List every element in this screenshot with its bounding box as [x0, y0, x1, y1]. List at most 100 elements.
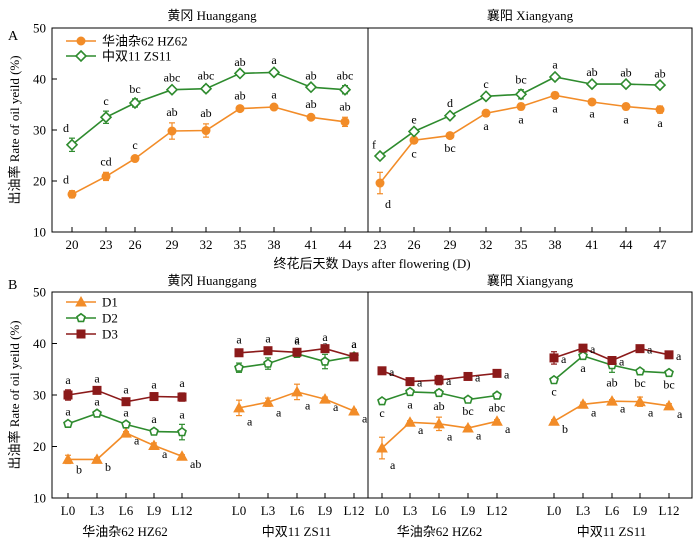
panel-a-x-tick-label: 23	[374, 237, 387, 252]
panel-b-d3-series-sig-label: a	[236, 333, 242, 347]
panel-a-green-series-sig-label: bc	[129, 82, 140, 96]
panel-a-green-series-point	[443, 109, 457, 122]
panel-b-d1-series-point	[120, 427, 132, 438]
panel-b-d1-series-sig-label: a	[620, 402, 626, 416]
panel-b-x-tick-label: L0	[375, 503, 389, 518]
panel-a-orange-series-point	[481, 108, 491, 118]
panel-b-d2-series-point	[664, 367, 674, 378]
panel-b-subplot-title: 黄冈 Huanggang	[167, 273, 257, 288]
panel-a-orange-series-sig-label: cd	[100, 154, 111, 168]
panel-a-orange-series-point	[587, 97, 597, 107]
panel-b-d2-series-sig-label: bc	[462, 404, 473, 418]
legend-marker-orange	[76, 36, 86, 46]
legend-label: D1	[102, 295, 118, 310]
panel-b-d3-series-point	[234, 348, 244, 358]
panel-a-orange-series-sig-label: a	[483, 119, 489, 133]
panel-a-letter: A	[8, 29, 19, 44]
legend-label: D3	[102, 327, 118, 342]
panel-a-x-tick-label: 32	[480, 237, 493, 252]
panel-b-y-axis-tick-label: 40	[33, 336, 46, 351]
panel-a-y-axis-tick-label: 30	[33, 123, 46, 138]
panel-a-orange-series-point	[550, 90, 560, 100]
panel-a-orange-series-point	[621, 102, 631, 112]
panel-a-orange-series-sig-label: d	[63, 173, 69, 187]
panel-a-subplot-title: 黄冈 Huanggang	[167, 8, 257, 23]
panel-b-d1-series-point	[376, 442, 388, 453]
panel-b-x-tick-label: L9	[147, 503, 161, 518]
panel-b-d1-series-sig-label: a	[162, 447, 168, 461]
panel-b-d1-series-point	[262, 396, 274, 407]
panel-b-group-label: 华油杂62 HZ62	[82, 524, 168, 539]
panel-b-d1-series-point	[462, 421, 474, 433]
panel-b-d1-series-point	[91, 453, 103, 464]
panel-a-green-series-sig-label: d	[63, 121, 69, 135]
panel-b-y-axis-tick-label: 30	[33, 388, 46, 403]
panel-a-orange-series-sig-label: a	[657, 116, 663, 130]
panel-a-orange-series-sig-label: c	[132, 138, 137, 152]
panel-b-d2-series-sig-label: bc	[663, 377, 674, 391]
panel-b-d1-series-point	[148, 439, 160, 450]
panel-a-x-tick-label: 29	[444, 237, 457, 252]
panel-b-d1-series-sig-label: a	[677, 407, 683, 421]
panel-a-orange-series-point	[101, 171, 111, 181]
panel-b: B 10 20 30 40 50 出油率 Rate of oil yeild (%) 黄冈 H…	[7, 273, 693, 539]
panel-b-d2-series-sig-label: c	[379, 406, 384, 420]
panel-a-x-tick-label: 20	[66, 237, 79, 252]
panel-b-d3-series-sig-label: a	[179, 376, 185, 390]
panel-a-green-series-sig-label: ab	[305, 69, 316, 83]
panel-a-orange-series-sig-label: bc	[444, 141, 455, 155]
panel-b-x-tick-label: L12	[487, 503, 508, 518]
panel-b-d2-series-point	[405, 386, 415, 397]
panel-b-d1-series-sig-label: a	[134, 434, 140, 448]
panel-a-green-series-sig-label: ab	[654, 67, 665, 81]
panel-b-d3-series-point	[320, 344, 330, 354]
panel-b-x-tick-label: L0	[547, 503, 561, 518]
panel-a-green-series-point	[267, 66, 281, 79]
panel-a-y-axis-tick-label: 40	[33, 72, 46, 87]
panel-b-x-tick-label: L6	[290, 503, 305, 518]
panel-a-green-series-point	[165, 83, 179, 96]
panel-b-d2-series-sig-label: a	[123, 405, 129, 419]
panel-b-d1-series-sig-label: a	[476, 429, 482, 443]
panel-b-d2-series-point	[234, 362, 244, 372]
panel-b-d1-series-point	[491, 415, 503, 426]
panel-b-x-tick-label: L6	[119, 503, 134, 518]
panel-b-d3-series-sig-label: a	[417, 376, 423, 390]
panel-b-d2-series-point	[635, 366, 645, 376]
panel-b-d2-series-sig-label: abc	[489, 401, 506, 415]
panel-b-d2-series-sig-label: c	[551, 385, 556, 399]
panel-b-d3-series-point	[177, 392, 187, 402]
panel-a-orange-series-sig-label: a	[518, 113, 524, 127]
panel-a-green-series-sig-label: e	[411, 112, 416, 126]
panel-a-orange-series-point	[201, 126, 211, 136]
panel-b-d1-series-point	[62, 453, 74, 464]
panel-a-orange-series-point	[167, 126, 177, 136]
panel-b-d1-series-sig-label: a	[305, 399, 311, 413]
panel-a-y-axis-tick-label: 10	[33, 225, 46, 240]
panel-b-d3-series-point	[292, 347, 302, 357]
panel-a-orange-series-sig-label: a	[552, 101, 558, 115]
panel-a-green-series-point	[548, 70, 562, 84]
panel-b-d1-series-sig-label: b	[76, 462, 82, 476]
panel-b-d1-series-point	[548, 415, 560, 426]
panel-a-green-series-point	[653, 78, 667, 92]
panel-a-orange-series-point	[340, 117, 350, 127]
panel-a-subplot-title: 襄阳 Xiangyang	[487, 8, 574, 23]
panel-a-green-series-sig-label: abc	[198, 69, 215, 83]
panel-a-green-series-sig-label: a	[552, 57, 558, 71]
panel-b-d3-series-point	[149, 392, 159, 402]
panel-a-orange-series-sig-label: d	[385, 197, 391, 211]
panel-b-d1-series-point	[404, 416, 416, 427]
panel-b-d3-series-sig-label: a	[65, 373, 71, 387]
panel-b-d2-series-point	[578, 350, 588, 361]
panel-b-d1-series-point	[663, 399, 675, 411]
panel-b-d3-series-point	[263, 346, 273, 356]
panel-b-d1-series-point	[176, 450, 188, 461]
panel-b-y-axis-tick-label: 10	[33, 491, 46, 506]
panel-b-x-tick-label: L3	[90, 503, 104, 518]
panel-a-green-series-sig-label: ab	[586, 65, 597, 79]
panel-a-green-series-sig-label: a	[271, 53, 277, 67]
panel-b-d3-series-sig-label: a	[322, 330, 328, 344]
